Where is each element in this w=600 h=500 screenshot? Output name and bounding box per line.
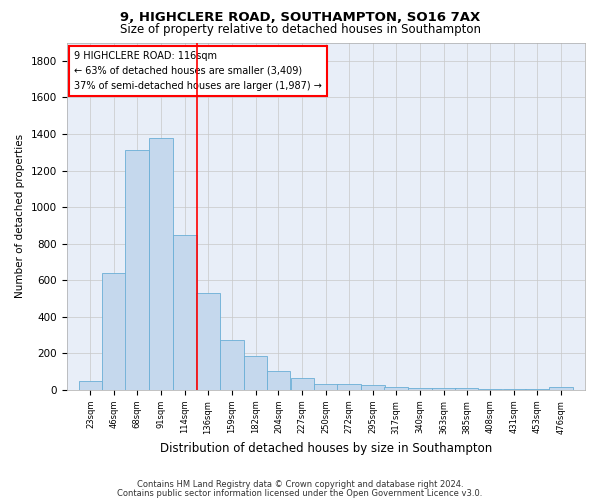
Bar <box>384 387 408 390</box>
Text: Contains HM Land Registry data © Crown copyright and database right 2024.: Contains HM Land Registry data © Crown c… <box>137 480 463 489</box>
X-axis label: Distribution of detached houses by size in Southampton: Distribution of detached houses by size … <box>160 442 492 455</box>
Bar <box>455 388 478 390</box>
Text: Contains public sector information licensed under the Open Government Licence v3: Contains public sector information licen… <box>118 488 482 498</box>
Bar <box>125 150 149 390</box>
Bar <box>432 388 455 390</box>
Bar <box>314 384 338 390</box>
Bar <box>408 388 431 390</box>
Bar <box>244 356 268 390</box>
Bar <box>479 389 502 390</box>
Bar <box>266 370 290 390</box>
Bar <box>196 293 220 390</box>
Bar <box>361 386 385 390</box>
Bar <box>526 389 549 390</box>
Text: 9 HIGHCLERE ROAD: 116sqm
← 63% of detached houses are smaller (3,409)
37% of sem: 9 HIGHCLERE ROAD: 116sqm ← 63% of detach… <box>74 51 322 91</box>
Bar <box>503 389 526 390</box>
Bar <box>79 381 102 390</box>
Text: Size of property relative to detached houses in Southampton: Size of property relative to detached ho… <box>119 22 481 36</box>
Bar <box>220 340 244 390</box>
Y-axis label: Number of detached properties: Number of detached properties <box>15 134 25 298</box>
Text: 9, HIGHCLERE ROAD, SOUTHAMPTON, SO16 7AX: 9, HIGHCLERE ROAD, SOUTHAMPTON, SO16 7AX <box>120 11 480 24</box>
Bar <box>337 384 361 390</box>
Bar <box>149 138 173 390</box>
Bar <box>549 387 573 390</box>
Bar <box>103 273 126 390</box>
Bar <box>173 234 197 390</box>
Bar <box>290 378 314 390</box>
